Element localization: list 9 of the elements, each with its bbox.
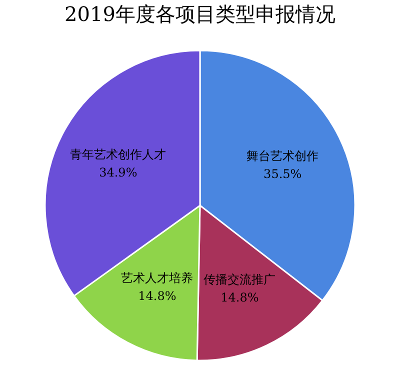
slice-label: 传播交流推广 bbox=[204, 272, 276, 286]
data-label: 35.5% bbox=[264, 167, 302, 182]
slice-label: 舞台艺术创作 bbox=[246, 149, 319, 164]
slice-label: 青年艺术创作人才 bbox=[70, 147, 166, 162]
chart-title: 2019年度各项目类型申报情况 bbox=[64, 2, 336, 26]
data-label: 34.9% bbox=[99, 165, 138, 180]
slice-label: 艺术人才培养 bbox=[121, 270, 194, 285]
data-label: 14.8% bbox=[138, 288, 176, 303]
data-label: 14.8% bbox=[220, 290, 259, 304]
